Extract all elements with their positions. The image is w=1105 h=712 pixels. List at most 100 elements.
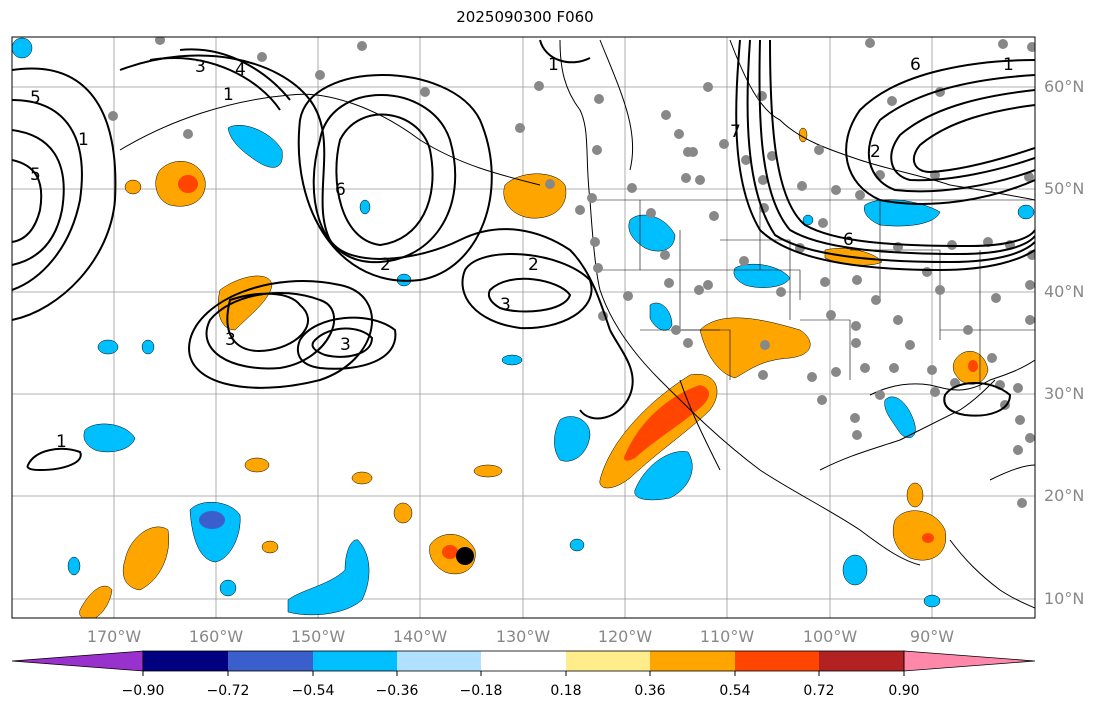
anomaly-negative bbox=[97, 339, 119, 355]
anomaly-negative bbox=[802, 214, 814, 226]
coastlines bbox=[119, 39, 1035, 609]
lon-label: 90°W bbox=[909, 627, 955, 646]
colorbar-frame bbox=[142, 650, 905, 672]
anomaly-positive bbox=[906, 482, 924, 508]
anomaly-negative bbox=[628, 214, 676, 252]
colorbar-tick-label: 0.90 bbox=[888, 683, 920, 699]
contour-label: 1 bbox=[1003, 55, 1014, 75]
colorbar-segment bbox=[481, 651, 566, 671]
anomaly-positive bbox=[699, 317, 811, 379]
anomaly-positive bbox=[79, 585, 113, 618]
colorbar-tick-label: −0.18 bbox=[459, 683, 503, 699]
contour-label: 3 bbox=[195, 57, 206, 77]
lon-label: 110°W bbox=[699, 627, 755, 646]
contour-label: 4 bbox=[235, 60, 246, 80]
colorbar-extend-high bbox=[903, 650, 1036, 672]
contour-label: 1 bbox=[78, 130, 89, 150]
map-frame bbox=[11, 36, 1036, 619]
contour-label: 5 bbox=[30, 88, 41, 108]
colorbar-segment bbox=[566, 651, 650, 671]
anomaly-negative bbox=[67, 556, 81, 576]
colorbar-tick-label: 0.18 bbox=[550, 683, 582, 699]
anomaly-negative bbox=[554, 416, 591, 462]
lon-label: 140°W bbox=[392, 627, 448, 646]
anomaly-negative bbox=[12, 37, 33, 59]
anomaly-positive bbox=[503, 173, 567, 219]
colorbar-segment bbox=[143, 651, 228, 671]
anomaly-positive bbox=[393, 502, 413, 524]
contour-label: 7 bbox=[730, 122, 741, 142]
lon-label: 170°W bbox=[86, 627, 142, 646]
anomaly-negative bbox=[649, 302, 673, 331]
lon-label: 120°W bbox=[597, 627, 653, 646]
anomaly-negative bbox=[189, 502, 241, 563]
colorbar-tick-label: −0.36 bbox=[375, 683, 419, 699]
anomaly-fills bbox=[12, 37, 1035, 618]
gridlines bbox=[12, 37, 1035, 618]
contour-label: 6 bbox=[910, 55, 921, 75]
lat-label: 20°N bbox=[1044, 486, 1085, 505]
anomaly-negative bbox=[842, 554, 868, 586]
colorbar-segment bbox=[228, 651, 313, 671]
anomaly-positive-core bbox=[968, 360, 978, 372]
colorbar-tick-label: 0.36 bbox=[634, 683, 666, 699]
colorbar-segment bbox=[313, 651, 397, 671]
anomaly-negative bbox=[219, 579, 237, 597]
anomaly-negative bbox=[1017, 204, 1035, 220]
anomaly-positive-core bbox=[624, 385, 709, 461]
colorbar-segment bbox=[397, 651, 481, 671]
colorbar-tick-label: 0.72 bbox=[803, 683, 835, 699]
anomaly-positive bbox=[122, 526, 170, 591]
anomaly-negative-core bbox=[199, 511, 225, 529]
colorbar-tick-label: −0.90 bbox=[121, 683, 165, 699]
anomaly-positive-core bbox=[442, 545, 458, 559]
colorbar-segment bbox=[735, 651, 819, 671]
anomaly-negative bbox=[923, 594, 941, 608]
contour-label: 6 bbox=[843, 230, 854, 250]
anomaly-negative bbox=[569, 538, 585, 552]
anomaly-negative bbox=[287, 539, 370, 616]
anomaly-negative bbox=[141, 339, 155, 355]
lon-label: 130°W bbox=[495, 627, 551, 646]
anomaly-negative bbox=[884, 396, 916, 438]
anomaly-positive bbox=[124, 179, 142, 195]
lon-label: 150°W bbox=[290, 627, 346, 646]
lat-label: 60°N bbox=[1044, 77, 1085, 96]
anomaly-positive bbox=[892, 510, 947, 561]
station-dots bbox=[108, 37, 1035, 508]
anomaly-positive bbox=[351, 471, 373, 485]
contour-label: 3 bbox=[340, 335, 351, 355]
colorbar bbox=[11, 650, 1036, 676]
contour-label-group: 5 4 1 3 5 1 6 2 3 2 3 3 1 1 7 6 2 6 1 bbox=[30, 55, 1014, 452]
chart-title: 2025090300 F060 bbox=[456, 8, 594, 26]
colorbar-segment bbox=[819, 651, 904, 671]
contour-label: 3 bbox=[500, 295, 511, 315]
lat-label: 30°N bbox=[1044, 384, 1085, 403]
lon-label: 100°W bbox=[802, 627, 858, 646]
lat-label: 50°N bbox=[1044, 179, 1085, 198]
colorbar-extend-low bbox=[11, 650, 144, 672]
lon-label: 160°W bbox=[188, 627, 244, 646]
anomaly-negative bbox=[501, 354, 523, 366]
colorbar-tick-label: −0.54 bbox=[291, 683, 335, 699]
contour-label: 5 bbox=[30, 165, 41, 185]
anomaly-negative bbox=[83, 423, 136, 453]
lat-label: 40°N bbox=[1044, 282, 1085, 301]
storm-center-marker bbox=[456, 547, 474, 565]
anomaly-positive bbox=[244, 457, 270, 473]
contour-lines bbox=[12, 39, 1035, 472]
contour-label: 1 bbox=[548, 55, 559, 75]
colorbar-tick-label: 0.54 bbox=[719, 683, 751, 699]
contour-label: 3 bbox=[225, 330, 236, 350]
anomaly-negative bbox=[227, 124, 283, 168]
contour-label: 1 bbox=[223, 85, 234, 105]
contour-label: 2 bbox=[528, 255, 539, 275]
contour-label: 2 bbox=[380, 255, 391, 275]
colorbar-segment bbox=[650, 651, 735, 671]
anomaly-positive bbox=[261, 540, 279, 554]
anomaly-positive bbox=[217, 275, 273, 331]
contour-label: 1 bbox=[56, 432, 67, 452]
anomaly-negative bbox=[359, 199, 371, 215]
colorbar-tick-label: −0.72 bbox=[206, 683, 250, 699]
